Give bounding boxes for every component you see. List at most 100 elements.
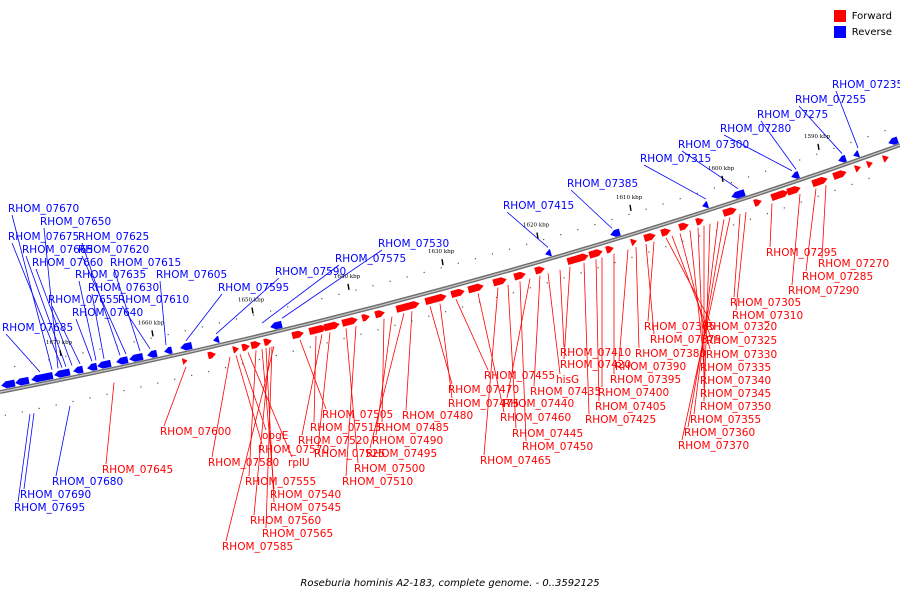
- scale-tick-label: 1620 kbp: [523, 223, 550, 229]
- forward-gene: [695, 217, 704, 226]
- label-connector: [105, 382, 115, 465]
- track-dot: [783, 207, 785, 209]
- label-connector: [121, 305, 151, 350]
- track-dot: [48, 359, 50, 361]
- reverse-gene: [54, 368, 71, 378]
- label-connector: [78, 280, 97, 361]
- reverse-gene: [838, 154, 847, 163]
- track-dot: [577, 229, 579, 231]
- track-dot: [241, 363, 244, 365]
- forward-gene-label: RHOM_07585: [222, 541, 293, 553]
- forward-gene: [450, 288, 465, 299]
- label-connector: [791, 193, 801, 286]
- track-dot: [699, 235, 701, 237]
- forward-gene: [566, 253, 589, 266]
- label-connector: [506, 211, 549, 248]
- reverse-gene-label: RHOM_07635: [75, 269, 146, 281]
- track-dot: [150, 337, 152, 339]
- track-dot: [31, 362, 33, 364]
- track-dot: [99, 348, 101, 350]
- track-dot: [817, 195, 819, 197]
- reverse-gene-label: RHOM_07595: [218, 282, 289, 294]
- track-dot: [525, 243, 528, 245]
- label-connector: [507, 284, 517, 429]
- track-dot: [560, 233, 562, 236]
- forward-gene-label: RHOM_07395: [610, 374, 681, 386]
- forward-gene-label: RHOM_07480: [402, 410, 473, 422]
- label-connector: [405, 311, 413, 411]
- forward-gene: [811, 176, 828, 188]
- forward-gene-label: RHOM_07350: [700, 401, 771, 413]
- label-connector: [455, 299, 489, 371]
- track-dot: [445, 311, 447, 313]
- reverse-gene: [213, 335, 220, 343]
- track-dot: [478, 301, 481, 303]
- forward-gene-label: RHOM_07600: [160, 426, 231, 438]
- forward-gene-label: RHOM_07570: [258, 444, 329, 456]
- label-connector: [75, 318, 93, 362]
- legend-reverse: Reverse: [833, 24, 892, 40]
- backbone-highlight: [0, 144, 900, 393]
- track-dot: [428, 315, 430, 317]
- forward-gene-label: RHOM_07360: [684, 427, 755, 439]
- label-connector: [583, 262, 590, 415]
- track-dot: [167, 333, 169, 336]
- label-connector: [11, 242, 63, 368]
- forward-gene-label: RHOM_07370: [678, 440, 749, 452]
- reverse-gene-label: RHOM_07575: [335, 253, 406, 265]
- legend-forward-label: Forward: [851, 10, 892, 22]
- forward-gene: [395, 301, 420, 313]
- track-dot: [665, 246, 667, 248]
- track-dot: [594, 224, 596, 226]
- forward-gene-label: RHOM_07460: [500, 412, 571, 424]
- scale-tick: [347, 283, 350, 290]
- reverse-gene: [147, 349, 158, 358]
- label-connector: [51, 305, 81, 364]
- track-dot: [868, 177, 870, 180]
- forward-gene-label: RHOM_07305: [730, 297, 801, 309]
- forward-gene: [534, 266, 545, 275]
- track-dot: [851, 183, 853, 186]
- label-connector: [113, 268, 141, 352]
- reverse-gene: [888, 136, 899, 145]
- label-connector: [248, 350, 257, 477]
- reverse-gene: [545, 249, 552, 257]
- legend: Forward Reverse: [833, 8, 892, 40]
- legend-reverse-label: Reverse: [851, 26, 892, 38]
- label-connector: [643, 164, 707, 200]
- label-connector: [769, 203, 773, 248]
- label-connector: [163, 366, 187, 427]
- track-dot: [326, 342, 328, 344]
- reverse-gene: [731, 189, 746, 199]
- label-connector: [345, 328, 359, 464]
- forward-gene: [424, 293, 447, 306]
- track-dot: [800, 201, 802, 203]
- track-dot: [782, 165, 784, 167]
- scale-tick-label: 1590 kbp: [804, 134, 831, 140]
- track-dot: [766, 213, 768, 215]
- reverse-gene-label: RHOM_07610: [118, 294, 189, 306]
- label-connector: [35, 268, 73, 366]
- forward-gene: [832, 170, 847, 180]
- track-dot: [394, 324, 396, 326]
- label-connector: [261, 264, 340, 324]
- label-connector: [369, 313, 405, 449]
- forward-gene: [588, 249, 603, 259]
- reverse-gene-label: RHOM_07670: [8, 203, 79, 215]
- forward-gene-label: RHOM_07405: [595, 401, 666, 413]
- forward-gene: [232, 346, 239, 354]
- reverse-gene: [164, 346, 173, 355]
- track-dot: [682, 240, 684, 242]
- track-dot: [133, 341, 135, 343]
- reverse-gene-label: RHOM_07605: [156, 269, 227, 281]
- track-dot: [546, 282, 548, 284]
- label-connector: [647, 241, 655, 322]
- scale-tick-label: 1610 kbp: [616, 195, 643, 201]
- track-dot: [343, 337, 345, 340]
- reverse-gene-label: RHOM_07280: [720, 123, 791, 135]
- reverse-gene-label: RHOM_07415: [503, 200, 574, 212]
- track-dot: [287, 306, 289, 308]
- track-dot: [224, 367, 227, 369]
- reverse-gene-label: RHOM_07640: [72, 307, 143, 319]
